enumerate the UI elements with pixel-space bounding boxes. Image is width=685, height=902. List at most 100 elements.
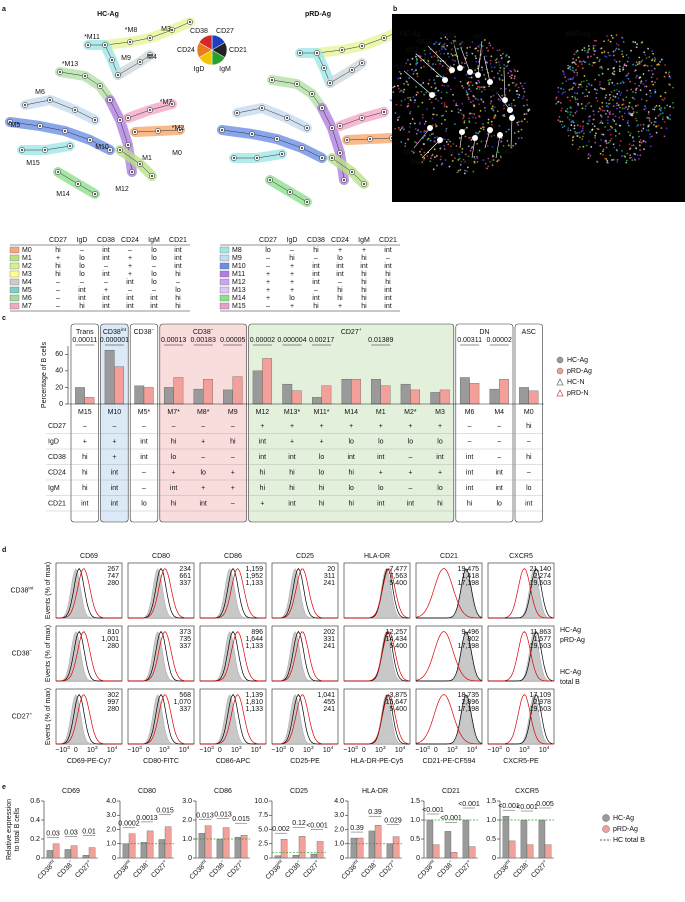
tsne-cell [669, 118, 672, 121]
tsne-cell [522, 95, 525, 98]
label-base: 0 [362, 747, 366, 754]
tsne-cell [635, 147, 638, 150]
tsne-cell [496, 49, 499, 52]
histogram-prd [128, 694, 194, 745]
tsne-cell [434, 140, 436, 143]
tsne-cell [604, 96, 607, 99]
tsne-cell [600, 108, 602, 111]
tsne-cell [392, 91, 395, 94]
bar [520, 819, 528, 859]
tsne-cell [582, 145, 585, 148]
table-cell: – [172, 423, 176, 430]
table-cell: + [290, 279, 294, 286]
tsne-cell [422, 81, 425, 84]
mfi-value: 568 [179, 692, 191, 699]
tsne-cell [403, 88, 406, 91]
table-header: IgD [287, 237, 298, 244]
x-tick-label: 104 [323, 745, 334, 754]
legend-label: pRD-Ag [613, 826, 638, 833]
y-tick-label: 4.0 [334, 798, 344, 805]
tsne-cell [648, 119, 651, 122]
cluster-halo [100, 17, 195, 50]
tsne-cell [612, 113, 614, 116]
tsne-cell [513, 68, 516, 71]
table-cell: + [290, 271, 294, 278]
tsne-cell [577, 86, 580, 89]
tsne-cell [600, 114, 603, 117]
table-cell: – [142, 485, 146, 492]
tsne-cell [638, 84, 640, 87]
tsne-cell [518, 93, 521, 96]
callout [452, 39, 461, 69]
tsne-cell [564, 76, 567, 79]
label-base: 10 [303, 747, 311, 754]
bar [374, 825, 382, 859]
mfi-value: 280 [107, 706, 119, 713]
tsne-cell [522, 87, 525, 90]
callout [484, 129, 491, 149]
tsne-cell [527, 110, 530, 112]
tsne-cell [576, 134, 579, 137]
label-base: 10 [179, 747, 187, 754]
tsne-cell [420, 59, 422, 62]
tsne-cell [634, 64, 637, 67]
tsne-cell [575, 59, 578, 62]
tsne-cell [587, 157, 590, 160]
table-cell: int [466, 469, 473, 476]
tsne-cell [423, 123, 426, 125]
tsne-cell [613, 73, 616, 76]
tsne-cell [658, 105, 661, 107]
tsne-cell [572, 121, 575, 124]
mfi-value: 5,400 [389, 706, 407, 713]
tsne-cell [523, 104, 525, 107]
tsne-cell [464, 160, 466, 163]
tsne-cell [462, 114, 465, 116]
callout [497, 93, 511, 111]
tsne-cell [433, 43, 436, 45]
y-axis-label: Relative expression [6, 799, 13, 860]
histogram-prd [488, 567, 554, 619]
tsne-cell [644, 107, 647, 110]
tsne-cell [515, 90, 518, 92]
tsne-cell [658, 108, 661, 111]
tsne-cell [615, 123, 617, 125]
x-tick-label: M3 [435, 409, 445, 416]
table-cell: int [140, 438, 147, 445]
x-tick-label: −103 [271, 745, 286, 754]
tsne-cell [419, 55, 422, 58]
y-tick-label: 20 [55, 384, 63, 391]
label-sup: 4 [259, 745, 262, 751]
tsne-cell [618, 60, 621, 63]
bar [459, 377, 470, 405]
tsne-cell [439, 60, 442, 63]
tsne-cell [614, 49, 617, 52]
tsne-cell [508, 56, 510, 58]
tsne-cell [478, 130, 481, 133]
label-sup: int [28, 586, 34, 592]
p-value: 0.01 [82, 828, 96, 835]
table-row-label: CD38 [48, 454, 66, 461]
table-cell: + [438, 423, 442, 430]
tsne-cell [486, 144, 489, 147]
tsne-cell [528, 108, 531, 111]
tsne-cell [656, 77, 659, 80]
tsne-cell [489, 102, 492, 105]
cluster-label: M0 [502, 149, 512, 156]
x-tick-label: CD27+ [74, 859, 94, 879]
group-label: CD38− [193, 328, 214, 336]
tsne-cell [593, 50, 596, 53]
tsne-cell [482, 128, 485, 131]
tsne-cell [663, 135, 666, 138]
tsne-cell [409, 63, 412, 66]
x-tick-label: 0 [146, 747, 150, 754]
tsne-cell [510, 77, 513, 79]
y-tick-label: 60 [55, 351, 63, 358]
tsne-cell [514, 85, 517, 87]
tsne-cell [491, 70, 493, 73]
table-cell: int [312, 279, 319, 286]
tsne-cell [637, 104, 639, 107]
cluster-label: *M7 [394, 64, 407, 71]
tsne-cell [568, 118, 571, 121]
mfi-value: 455 [323, 699, 335, 706]
table-header: CD38 [307, 237, 325, 244]
